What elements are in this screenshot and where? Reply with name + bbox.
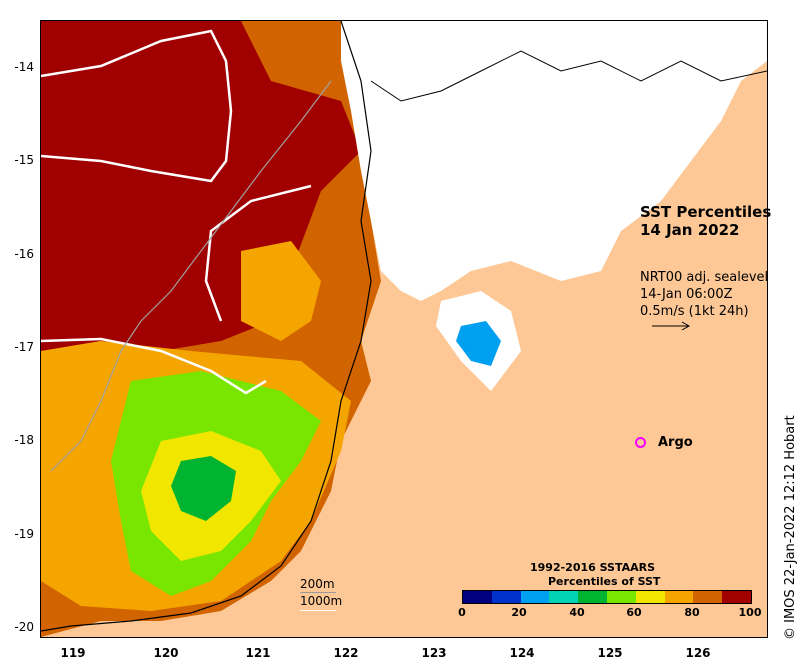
colorbar-tick-label: 60 <box>626 606 642 619</box>
depth-1000m-line <box>300 610 336 611</box>
sst-field-orange-patch <box>241 241 321 341</box>
lat-tick-label: -17 <box>14 340 34 354</box>
lon-tick-label: 124 <box>509 646 535 660</box>
lon-tick-label: 122 <box>333 646 359 660</box>
product-name: NRT00 adj. sealevel <box>640 270 769 285</box>
colorbar-segment <box>635 591 665 603</box>
colorbar-segment <box>491 591 521 603</box>
map-title: SST Percentiles <box>640 203 772 221</box>
colorbar-segment <box>549 591 579 603</box>
lat-tick-label: -19 <box>14 527 34 541</box>
vector-scale: 0.5m/s (1kt 24h) <box>640 304 749 319</box>
colorbar-tick-label: 80 <box>684 606 700 619</box>
lat-tick-label: -20 <box>14 620 34 634</box>
vector-scale-arrow <box>652 321 691 331</box>
colorbar-segment <box>693 591 723 603</box>
colorbar-segment <box>520 591 550 603</box>
lon-tick-label: 123 <box>421 646 447 660</box>
percentile-colorbar <box>462 590 752 604</box>
lon-tick-label: 125 <box>597 646 623 660</box>
credit-text: © IMOS 22-Jan-2022 12:12 Hobart <box>783 415 798 640</box>
colorbar-segment <box>463 591 492 603</box>
colorbar-segment <box>664 591 694 603</box>
colorbar-segment <box>722 591 751 603</box>
coastline-north <box>370 50 767 102</box>
legend-subtitle: Percentiles of SST <box>548 575 661 588</box>
argo-float-marker[interactable] <box>635 437 646 448</box>
bay-field <box>456 321 501 366</box>
legend-title: 1992-2016 SSTAARS <box>530 561 656 574</box>
contour-200m <box>50 80 332 472</box>
cloud-mask <box>341 21 767 301</box>
sst-map <box>41 21 767 637</box>
contour-1000m-c <box>41 337 267 395</box>
colorbar-tick-label: 100 <box>738 606 762 619</box>
lat-tick-label: -16 <box>14 247 34 261</box>
argo-label: Argo <box>658 435 693 450</box>
depth-200m-line <box>300 592 336 593</box>
lat-tick-label: -18 <box>14 433 34 447</box>
coastline <box>41 21 372 632</box>
colorbar-tick-label: 0 <box>458 606 466 619</box>
colorbar-tick-label: 40 <box>569 606 585 619</box>
map-plot-area[interactable] <box>40 20 768 638</box>
lon-tick-label: 119 <box>60 646 86 660</box>
lon-tick-label: 120 <box>153 646 179 660</box>
product-time: 14-Jan 06:00Z <box>640 287 733 302</box>
colorbar-segment <box>578 591 607 603</box>
colorbar-segment <box>606 591 636 603</box>
lon-tick-label: 126 <box>685 646 711 660</box>
contour-1000m <box>41 29 233 183</box>
lat-tick-label: -15 <box>14 153 34 167</box>
sst-field-darkgreen <box>171 456 236 521</box>
lat-tick-label: -14 <box>14 60 34 74</box>
contour-1000m-b <box>204 184 312 322</box>
depth-200m-label: 200m <box>300 577 335 591</box>
lon-tick-label: 121 <box>245 646 271 660</box>
colorbar-tick-label: 20 <box>511 606 527 619</box>
depth-1000m-label: 1000m <box>300 594 343 608</box>
map-date: 14 Jan 2022 <box>640 221 740 239</box>
